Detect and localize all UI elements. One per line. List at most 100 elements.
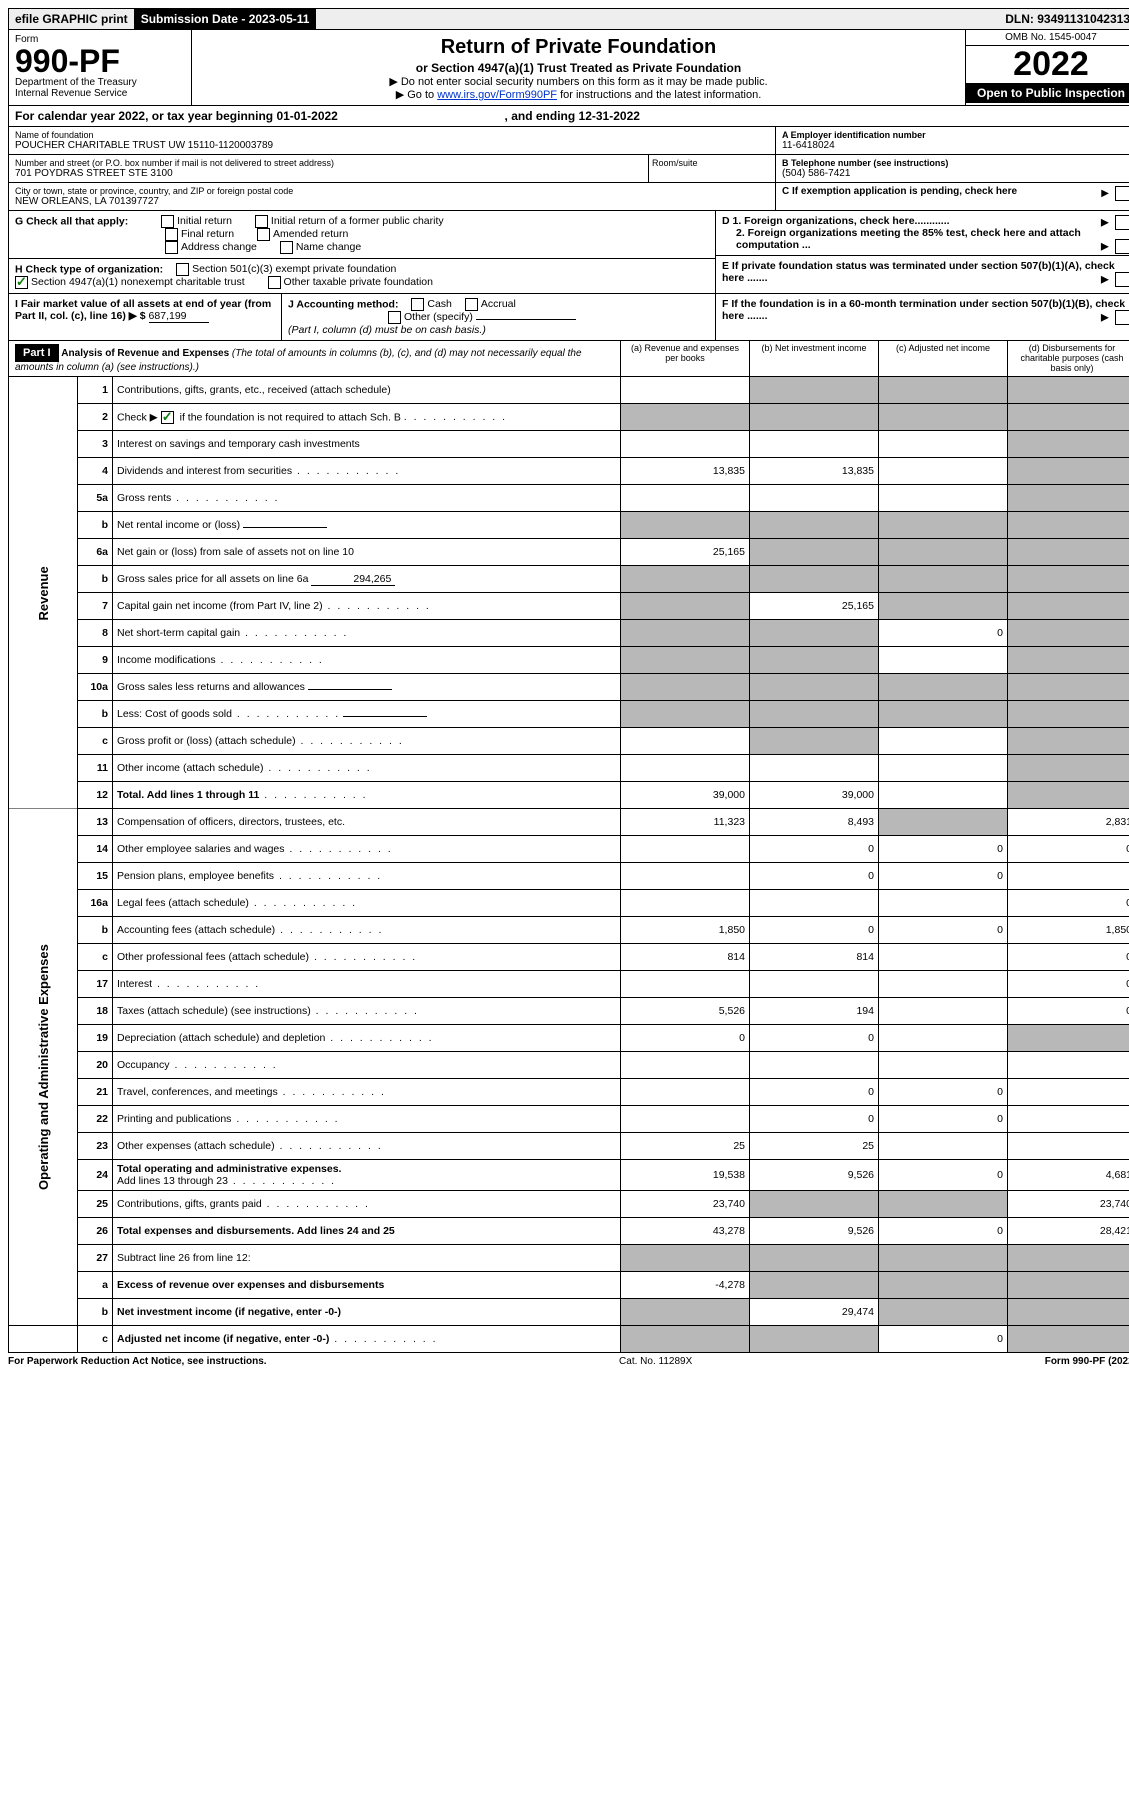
r5a-desc: Gross rents [117,492,171,504]
h-501c3[interactable] [176,263,189,276]
row-24: 24 Total operating and administrative ex… [9,1160,1129,1191]
j-other-label: Other (specify) [404,311,473,323]
row-26: 26 Total expenses and disbursements. Add… [9,1218,1129,1245]
r25-num: 25 [78,1191,113,1218]
r20-num: 20 [78,1052,113,1079]
g-initial-return[interactable] [161,215,174,228]
name-label: Name of foundation [15,130,769,140]
r4-desc: Dividends and interest from securities [117,465,292,477]
d2-checkbox[interactable] [1115,239,1129,254]
row-5a: 5a Gross rents [9,485,1129,512]
calyear-pre: For calendar year 2022, or tax year begi… [15,109,276,123]
r11-desc: Other income (attach schedule) [117,762,264,774]
r15-desc: Pension plans, employee benefits [117,870,274,882]
form-link[interactable]: www.irs.gov/Form990PF [437,89,557,101]
col-c-head: (c) Adjusted net income [878,341,1007,376]
row-21: 21 Travel, conferences, and meetings 0 0 [9,1079,1129,1106]
r12-num: 12 [78,782,113,809]
i-lead: I Fair market value of all assets at end… [15,298,271,322]
r17-desc: Interest [117,978,152,990]
page-footer: For Paperwork Reduction Act Notice, see … [8,1353,1129,1367]
row-9: 9 Income modifications [9,647,1129,674]
r23-num: 23 [78,1133,113,1160]
g-final-return[interactable] [165,228,178,241]
f-label: F If the foundation is in a 60-month ter… [722,298,1125,322]
row-25: 25 Contributions, gifts, grants paid 23,… [9,1191,1129,1218]
g-name-change[interactable] [280,241,293,254]
c-checkbox[interactable] [1115,186,1129,201]
r6a-num: 6a [78,539,113,566]
r18-d: 0 [1008,998,1129,1025]
schb-checkbox[interactable] [161,411,174,424]
r16c-a: 814 [621,944,750,971]
r14-b: 0 [750,836,879,863]
r24-b: 9,526 [750,1160,879,1191]
r16a-desc: Legal fees (attach schedule) [117,897,249,909]
r13-num: 13 [78,809,113,836]
r19-b: 0 [750,1025,879,1052]
r3-num: 3 [78,431,113,458]
form-title: Return of Private Foundation [198,36,959,59]
r6b-num: b [78,566,113,593]
g-row: G Check all that apply: Initial return I… [9,211,715,259]
part1-bar: Part I [15,344,59,362]
entity-right: A Employer identification number 11-6418… [775,127,1129,210]
r8-desc: Net short-term capital gain [117,627,240,639]
r16b-num: b [78,917,113,944]
h-other-taxable[interactable] [268,276,281,289]
g-opt-1: Initial return of a former public charit… [271,215,444,227]
r23-b: 25 [750,1133,879,1160]
j-accrual[interactable] [465,298,478,311]
r4-num: 4 [78,458,113,485]
r23-a: 25 [621,1133,750,1160]
addr-cell: Number and street (or P.O. box number if… [9,155,775,183]
calyear-end: 12-31-2022 [579,109,640,123]
r10b-desc: Less: Cost of goods sold [117,708,232,720]
r16c-d: 0 [1008,944,1129,971]
g-initial-former[interactable] [255,215,268,228]
r22-desc: Printing and publications [117,1113,231,1125]
form-header: Form 990-PF Department of the Treasury I… [8,30,1129,106]
r16a-num: 16a [78,890,113,917]
row-16b: b Accounting fees (attach schedule) 1,85… [9,917,1129,944]
r4-b: 13,835 [750,458,879,485]
g-amended[interactable] [257,228,270,241]
row-10b: b Less: Cost of goods sold [9,701,1129,728]
instr2-post: for instructions and the latest informat… [557,89,761,101]
row-6a: 6a Net gain or (loss) from sale of asset… [9,539,1129,566]
col-d-head: (d) Disbursements for charitable purpose… [1007,341,1129,376]
r26-desc: Total expenses and disbursements. Add li… [117,1225,395,1237]
r5b-desc: Net rental income or (loss) [117,519,240,531]
g-address-change[interactable] [165,241,178,254]
r23-desc: Other expenses (attach schedule) [117,1140,275,1152]
d-e-right: D 1. Foreign organizations, check here..… [715,211,1129,293]
f-checkbox[interactable] [1115,310,1129,325]
r16c-desc: Other professional fees (attach schedule… [117,951,309,963]
room-suite: Room/suite [648,155,775,182]
row-18: 18 Taxes (attach schedule) (see instruct… [9,998,1129,1025]
h-4947a1[interactable] [15,276,28,289]
r27-desc: Subtract line 26 from line 12: [113,1245,621,1272]
d-row: D 1. Foreign organizations, check here..… [716,211,1129,256]
j-cash[interactable] [411,298,424,311]
city-label: City or town, state or province, country… [15,186,769,196]
row-16a: 16a Legal fees (attach schedule) 0 [9,890,1129,917]
r16b-b: 0 [750,917,879,944]
row-10c: c Gross profit or (loss) (attach schedul… [9,728,1129,755]
efile-label[interactable]: efile GRAPHIC print [9,9,135,29]
r27b-desc: Net investment income (if negative, ente… [117,1306,341,1318]
r2-desc: Check ▶ if the foundation is not require… [113,404,621,431]
row-17: 17 Interest 0 [9,971,1129,998]
r14-c: 0 [879,836,1008,863]
r22-num: 22 [78,1106,113,1133]
j-other[interactable] [388,311,401,324]
d1-checkbox[interactable] [1115,215,1129,230]
r10a-num: 10a [78,674,113,701]
row-20: 20 Occupancy [9,1052,1129,1079]
r26-d: 28,421 [1008,1218,1129,1245]
r10b-num: b [78,701,113,728]
r24-desc2: Add lines 13 through 23 [117,1175,228,1187]
row-6b: b Gross sales price for all assets on li… [9,566,1129,593]
r16a-d: 0 [1008,890,1129,917]
e-checkbox[interactable] [1115,272,1129,287]
